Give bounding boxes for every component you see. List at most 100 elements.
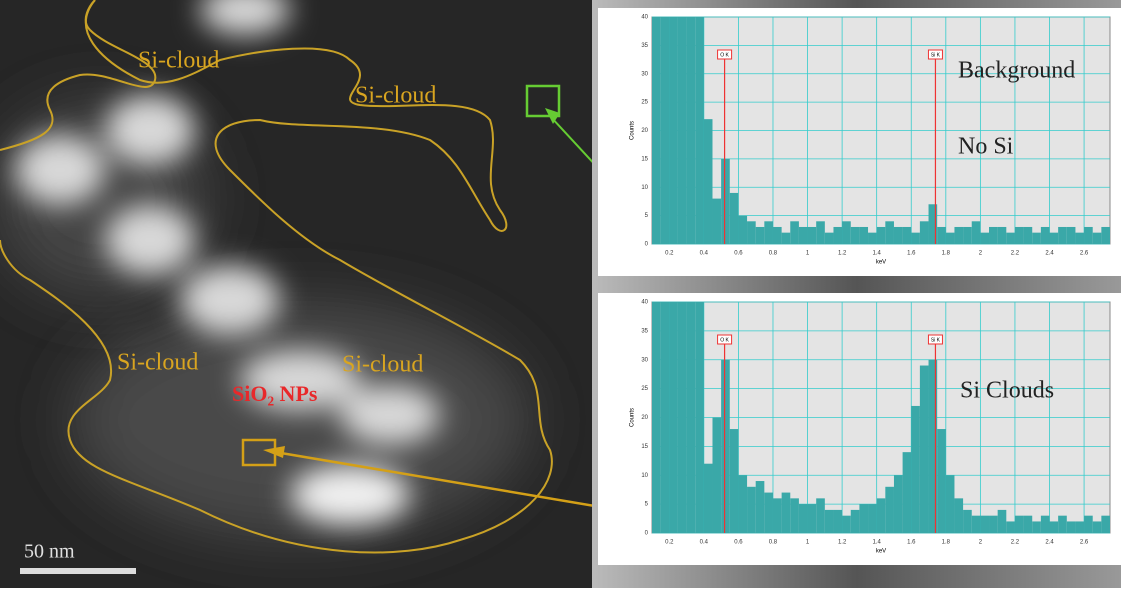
x-axis-label: keV bbox=[876, 549, 886, 555]
bar bbox=[790, 498, 799, 533]
x-tick-label: 2 bbox=[979, 251, 983, 257]
scale-label: 50 nm bbox=[24, 541, 75, 563]
bar bbox=[729, 192, 739, 244]
cloud-label: Si-cloud bbox=[355, 83, 436, 109]
bar bbox=[816, 498, 825, 533]
bar bbox=[911, 232, 920, 244]
y-tick-label: 20 bbox=[641, 415, 648, 421]
bar bbox=[833, 509, 843, 533]
cloud-label: Si-cloud bbox=[117, 350, 198, 376]
bar bbox=[928, 359, 938, 533]
bar bbox=[1066, 226, 1076, 244]
x-tick-label: 2.2 bbox=[1011, 540, 1020, 546]
peak-label: Si K bbox=[931, 52, 941, 58]
bar bbox=[1066, 521, 1076, 533]
bar bbox=[893, 226, 903, 244]
x-tick-label: 0.2 bbox=[665, 540, 674, 546]
bar bbox=[755, 481, 765, 533]
x-tick-label: 0.6 bbox=[734, 251, 743, 257]
bar bbox=[971, 515, 981, 533]
bar bbox=[677, 17, 687, 244]
scale-bar bbox=[20, 568, 136, 574]
bar bbox=[997, 509, 1007, 533]
bar bbox=[902, 452, 912, 533]
bar bbox=[1040, 226, 1050, 244]
x-tick-label: 2 bbox=[979, 540, 983, 546]
bar bbox=[721, 158, 730, 244]
bar bbox=[1014, 515, 1024, 533]
bar bbox=[893, 475, 903, 533]
y-tick-label: 10 bbox=[641, 185, 648, 191]
x-tick-label: 1.4 bbox=[873, 251, 882, 257]
x-tick-label: 0.8 bbox=[769, 540, 778, 546]
peak-label: O K bbox=[720, 52, 729, 58]
bar bbox=[1049, 232, 1059, 244]
peak-label: O K bbox=[720, 337, 729, 343]
y-tick-label: 0 bbox=[645, 242, 649, 248]
peak-label: Si K bbox=[931, 337, 941, 343]
bar bbox=[1014, 226, 1024, 244]
bar bbox=[807, 504, 817, 533]
bar bbox=[945, 475, 955, 533]
bar bbox=[816, 221, 825, 244]
bar bbox=[652, 17, 661, 244]
bar bbox=[790, 221, 799, 244]
bar bbox=[980, 515, 990, 533]
bar bbox=[971, 221, 981, 244]
y-axis-label: Counts bbox=[630, 121, 636, 140]
bar bbox=[1084, 515, 1093, 533]
bar bbox=[781, 492, 791, 533]
bar bbox=[721, 359, 730, 533]
x-tick-label: 0.6 bbox=[734, 540, 743, 546]
bar bbox=[764, 221, 773, 244]
bar bbox=[712, 198, 722, 244]
x-tick-label: 2.4 bbox=[1045, 251, 1054, 257]
x-tick-label: 0.2 bbox=[665, 251, 674, 257]
bar bbox=[1058, 226, 1067, 244]
bar bbox=[738, 475, 748, 533]
y-tick-label: 0 bbox=[645, 531, 649, 537]
bar bbox=[945, 232, 955, 244]
bar bbox=[989, 226, 998, 244]
x-tick-label: 2.4 bbox=[1045, 540, 1054, 546]
bar bbox=[937, 429, 946, 533]
y-tick-label: 35 bbox=[641, 328, 648, 334]
x-tick-label: 1 bbox=[806, 251, 810, 257]
spectrum: 0 5 10 15 20 25 30 35 40 0.2 0.4 0.6 0.8 1 1.2 1.4 1.6 1.… bbox=[598, 8, 1121, 276]
bar bbox=[1058, 515, 1067, 533]
bar bbox=[755, 226, 765, 244]
y-tick-label: 25 bbox=[641, 100, 648, 106]
bar bbox=[798, 226, 808, 244]
bar bbox=[695, 302, 704, 533]
bar bbox=[850, 226, 860, 244]
x-tick-label: 0.8 bbox=[769, 251, 778, 257]
peak-label-box bbox=[717, 49, 733, 60]
bar bbox=[919, 221, 929, 244]
y-tick-label: 5 bbox=[645, 213, 649, 219]
bar bbox=[1092, 521, 1102, 533]
cloud-label: Si-cloud bbox=[342, 352, 423, 378]
bar bbox=[703, 463, 713, 533]
bar bbox=[729, 429, 739, 533]
bar bbox=[669, 17, 678, 244]
bar bbox=[824, 509, 834, 533]
x-tick-label: 0.4 bbox=[700, 251, 709, 257]
bar bbox=[807, 226, 817, 244]
bar bbox=[842, 221, 851, 244]
bar bbox=[1023, 515, 1033, 533]
bar bbox=[928, 204, 938, 244]
y-tick-label: 15 bbox=[641, 444, 648, 450]
bar bbox=[747, 221, 756, 244]
x-tick-label: 1.2 bbox=[838, 251, 847, 257]
peak-label-box bbox=[927, 49, 943, 60]
y-tick-label: 20 bbox=[641, 128, 648, 134]
y-tick-label: 40 bbox=[641, 300, 648, 306]
y-tick-label: 30 bbox=[641, 357, 648, 363]
bar bbox=[954, 498, 964, 533]
x-tick-label: 1.6 bbox=[907, 540, 916, 546]
bar bbox=[738, 215, 748, 244]
bar bbox=[963, 509, 972, 533]
bar bbox=[686, 302, 696, 533]
